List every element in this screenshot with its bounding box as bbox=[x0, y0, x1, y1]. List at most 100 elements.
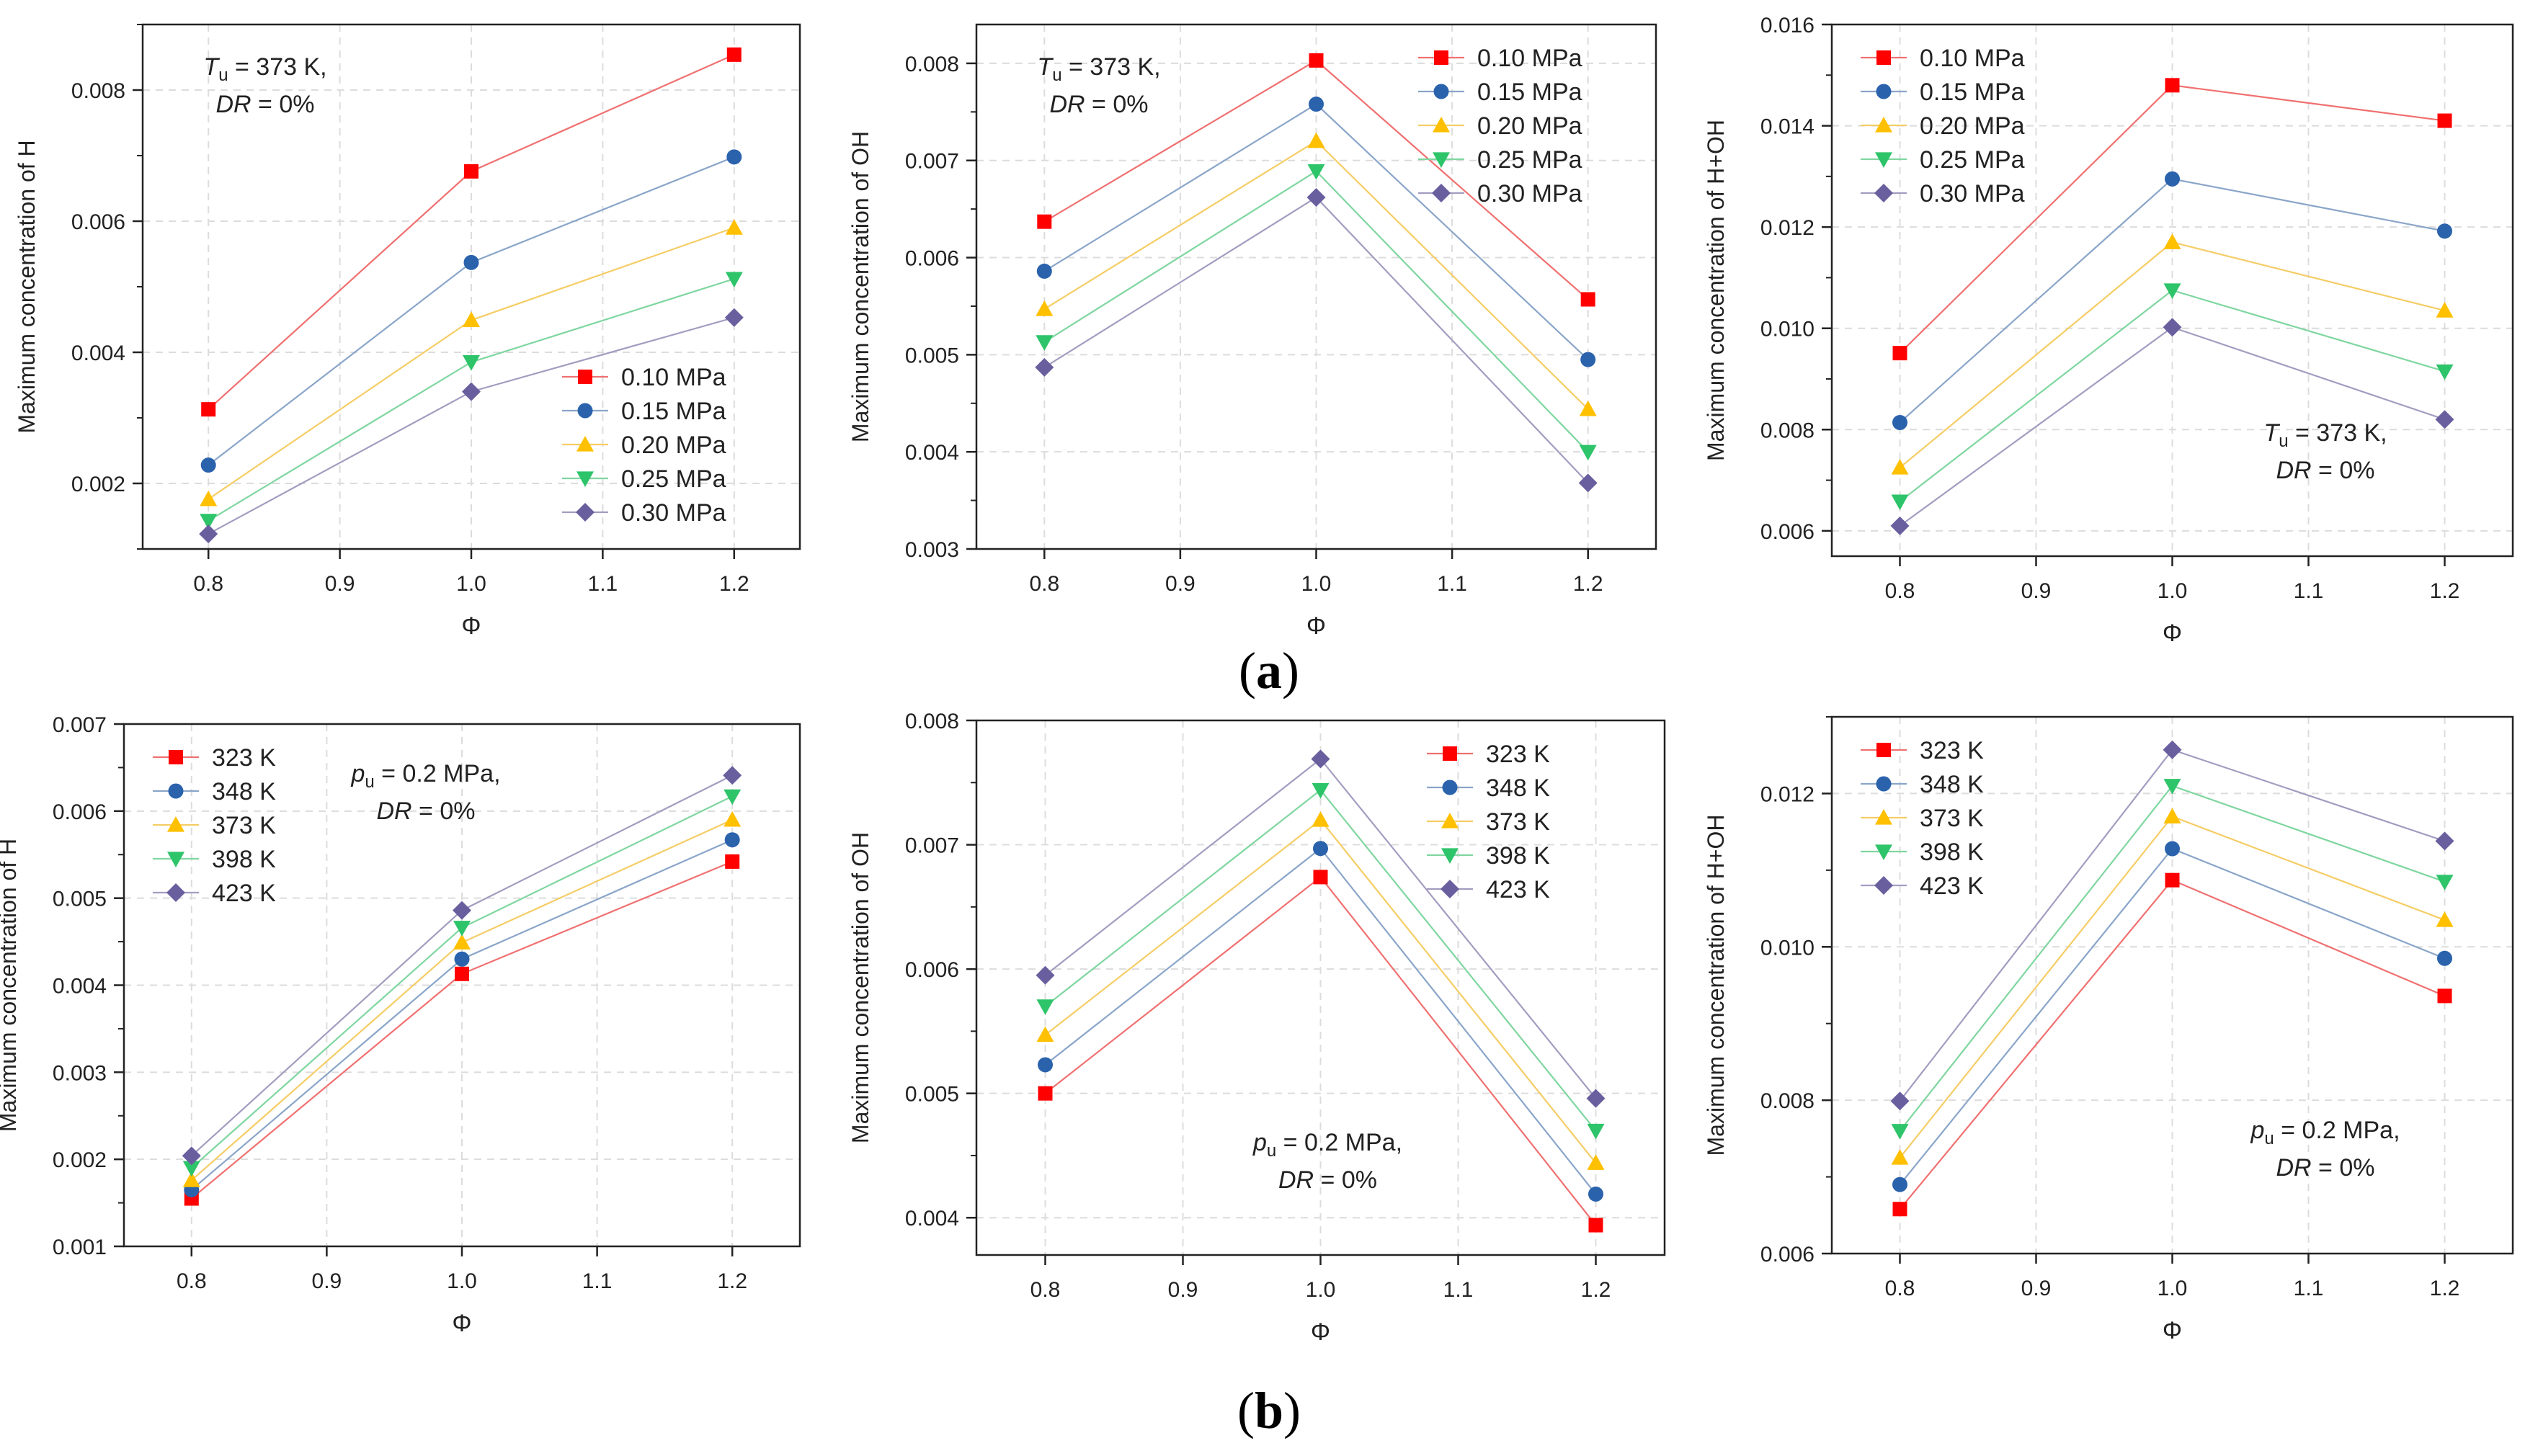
chart-a1-annotation-line1: Tu = 373 K, bbox=[203, 53, 326, 85]
chart-a1-max-h-pressure: 0.8 0.9 1.0 1.1 1.2 0.002 0.004 0.006 0.008 Φ Maxi… bbox=[14, 23, 801, 640]
chart-a1-series-2 bbox=[200, 219, 743, 506]
chart-b2-xtick-label-1: 0.9 bbox=[1168, 1278, 1198, 1302]
chart-a2-point-s1-1 bbox=[1309, 97, 1324, 112]
chart-b3-series-0 bbox=[1892, 872, 2452, 1217]
chart-a2-xtick-label-2: 1.0 bbox=[1301, 572, 1332, 596]
chart-b2-legend-marker-0 bbox=[1443, 746, 1457, 761]
chart-b1-ytick-label-2: 0.003 bbox=[53, 1061, 107, 1085]
chart-b1-series-2 bbox=[182, 810, 742, 1187]
chart-b1-point-s3-1 bbox=[453, 921, 471, 937]
chart-b1-series-3 bbox=[182, 789, 742, 1177]
chart-b1-point-s1-2 bbox=[724, 832, 740, 848]
chart-a1-ylabel: Maximum concentration of H bbox=[14, 140, 40, 433]
chart-b2-series-4 bbox=[1036, 749, 1606, 1108]
chart-a1-point-s1-1 bbox=[463, 254, 479, 270]
chart-a3-point-s2-1 bbox=[2163, 233, 2181, 249]
chart-b3-point-s0-1 bbox=[2165, 872, 2180, 888]
chart-a1-point-s0-2 bbox=[726, 47, 742, 62]
chart-b3-legend-label-3: 398 K bbox=[1920, 839, 1984, 866]
row-label-a: (a) bbox=[1239, 642, 1299, 700]
chart-a2-annotation: Tu = 373 K, DR = 0% bbox=[1037, 53, 1160, 118]
chart-b1-xlabel: Φ bbox=[452, 1310, 471, 1337]
chart-a3-legend-marker-4 bbox=[1874, 184, 1893, 202]
chart-a2-series-2 bbox=[1036, 132, 1597, 416]
chart-a3-xtick-label-4: 1.2 bbox=[2430, 579, 2460, 603]
chart-a3-legend-label-4: 0.30 MPa bbox=[1920, 180, 2025, 207]
chart-a3-annotation-line1: Tu = 373 K, bbox=[2263, 419, 2387, 451]
chart-a2-legend-label-2: 0.20 MPa bbox=[1477, 112, 1582, 140]
chart-b3-series-3 bbox=[1891, 779, 2454, 1140]
chart-a2-series-4 bbox=[1035, 187, 1598, 493]
chart-a1-point-s3-0 bbox=[200, 514, 218, 530]
row-label-b: (b) bbox=[1237, 1382, 1301, 1439]
chart-a2-point-s3-0 bbox=[1036, 335, 1054, 351]
chart-b1-point-s2-0 bbox=[182, 1171, 200, 1187]
chart-a1-point-s0-1 bbox=[464, 164, 478, 179]
chart-b2-legend-label-1: 348 K bbox=[1486, 774, 1550, 802]
chart-b3-legend-marker-0 bbox=[1876, 743, 1891, 757]
chart-b1-annotation: pu = 0.2 MPa, DR = 0% bbox=[350, 760, 500, 825]
chart-a1-xtick-label-1: 0.9 bbox=[325, 572, 355, 596]
chart-b3-legend-marker-1 bbox=[1876, 776, 1892, 792]
chart-b2-series-1 bbox=[1038, 841, 1603, 1202]
chart-b2-xlabel: Φ bbox=[1311, 1318, 1330, 1346]
chart-a2-series-1 bbox=[1036, 97, 1596, 367]
chart-b1-point-s2-2 bbox=[723, 810, 742, 827]
chart-a3-legend-label-0: 0.10 MPa bbox=[1920, 45, 2025, 72]
chart-a3-xlabel: Φ bbox=[2163, 620, 2182, 647]
chart-a1-annotation-line2: DR = 0% bbox=[216, 91, 315, 118]
chart-b2-point-s3-2 bbox=[1587, 1123, 1605, 1140]
chart-b3-xtick-label-2: 1.0 bbox=[2158, 1277, 2188, 1300]
chart-a2-point-s4-0 bbox=[1035, 357, 1054, 377]
chart-a2-legend-label-4: 0.30 MPa bbox=[1477, 180, 1582, 207]
chart-a2-legend-label-3: 0.25 MPa bbox=[1477, 146, 1582, 174]
chart-b2-point-s0-1 bbox=[1313, 870, 1328, 885]
chart-b2-ylabel: Maximum concentration of OH bbox=[847, 832, 873, 1143]
chart-a3-ytick-label-1: 0.008 bbox=[1760, 419, 1815, 442]
chart-b1-ytick-label-6: 0.007 bbox=[53, 713, 107, 737]
chart-b3-point-s2-2 bbox=[2436, 911, 2454, 927]
chart-b2-annotation-line2: DR = 0% bbox=[1278, 1166, 1377, 1194]
chart-a3-legend-label-3: 0.25 MPa bbox=[1920, 146, 2025, 174]
chart-a3-xtick-label-1: 0.9 bbox=[2021, 579, 2052, 603]
chart-a3-ylabel: Maximum concentration of H+OH bbox=[1703, 120, 1729, 461]
chart-b1-legend-label-2: 373 K bbox=[212, 812, 276, 839]
chart-b2-point-s1-1 bbox=[1313, 841, 1328, 857]
chart-b1-xtick-label-3: 1.1 bbox=[582, 1269, 613, 1293]
chart-a2-legend: 0.10 MPa 0.15 MPa 0.20 MPa 0.25 MPa 0.30 MPa bbox=[1418, 45, 1582, 207]
chart-b2-point-s2-0 bbox=[1036, 1026, 1054, 1042]
chart-a1-point-s4-0 bbox=[199, 524, 218, 544]
chart-a3-series-2 bbox=[1891, 233, 2454, 475]
chart-a2-point-s3-1 bbox=[1307, 164, 1325, 180]
chart-b3-xtick-label-3: 1.1 bbox=[2294, 1277, 2324, 1300]
chart-b2-point-s1-0 bbox=[1038, 1057, 1053, 1073]
chart-b2-series-3 bbox=[1036, 783, 1605, 1140]
chart-b1-legend-label-0: 323 K bbox=[212, 744, 276, 772]
chart-a2-ytick-label-1: 0.004 bbox=[905, 441, 959, 465]
chart-a1-xtick-label-2: 1.0 bbox=[456, 572, 486, 596]
chart-b2-legend: 323 K 348 K 373 K 398 K 423 K bbox=[1427, 741, 1550, 903]
chart-a1-legend-marker-4 bbox=[576, 503, 595, 522]
chart-b2-legend-label-2: 373 K bbox=[1486, 808, 1550, 836]
chart-a1-point-s1-2 bbox=[726, 149, 742, 165]
chart-a1-annotation: Tu = 373 K, DR = 0% bbox=[203, 53, 326, 118]
chart-a3-point-s3-1 bbox=[2163, 283, 2181, 299]
chart-a2-ytick-label-0: 0.003 bbox=[905, 538, 959, 562]
chart-b1-point-s4-1 bbox=[453, 901, 471, 920]
chart-b2-xtick-label-2: 1.0 bbox=[1306, 1278, 1336, 1302]
chart-b2-legend-marker-1 bbox=[1442, 780, 1458, 795]
chart-b2-point-s0-0 bbox=[1038, 1086, 1053, 1101]
chart-b2-point-s2-2 bbox=[1587, 1154, 1605, 1170]
chart-b1-point-s1-1 bbox=[454, 951, 470, 967]
chart-b2-legend-marker-4 bbox=[1441, 880, 1459, 898]
chart-a1-xtick-label-3: 1.1 bbox=[588, 572, 618, 596]
chart-a3-point-s3-2 bbox=[2436, 364, 2454, 380]
chart-b3-series-4 bbox=[1890, 740, 2454, 1111]
chart-a2-max-oh-pressure: 0.8 0.9 1.0 1.1 1.2 0.003 0.004 0.005 0.006 0.007… bbox=[847, 23, 1657, 640]
chart-b3-legend-marker-2 bbox=[1875, 809, 1892, 825]
chart-a2-annotation-line2: DR = 0% bbox=[1050, 91, 1149, 118]
chart-a2-point-s2-0 bbox=[1036, 300, 1054, 316]
chart-b3-point-s2-1 bbox=[2163, 808, 2181, 823]
chart-a1-ytick-label-0: 0.002 bbox=[71, 473, 125, 496]
